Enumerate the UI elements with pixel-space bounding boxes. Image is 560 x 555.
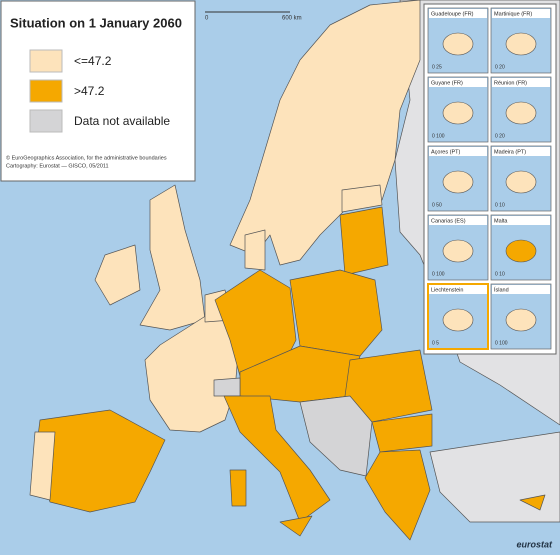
inset-scale: 0 20 <box>495 133 505 139</box>
inset-label: Madeira (PT) <box>494 149 526 155</box>
inset-scale: 0 100 <box>495 340 508 346</box>
romania <box>344 349 433 423</box>
inset-scale: 0 5 <box>432 340 439 346</box>
legend-swatch <box>29 109 63 133</box>
poland <box>289 269 383 357</box>
portugal <box>29 431 56 501</box>
inset-land <box>442 32 474 56</box>
united-kingdom <box>139 184 206 331</box>
legend-label: Data not available <box>74 114 170 128</box>
inset-label-bg <box>429 9 487 18</box>
insets: Guadeloupe (FR) 0 25 Martinique (FR) 0 20 Gu… <box>423 3 557 355</box>
inset-land <box>505 308 537 332</box>
ireland <box>94 244 141 306</box>
inset-land <box>442 170 474 194</box>
scale-bar: 0 600 km <box>205 11 302 22</box>
italy <box>223 395 331 523</box>
sicily <box>279 515 313 537</box>
inset-scale: 0 100 <box>432 133 445 139</box>
estonia <box>341 184 383 213</box>
inset-scale: 0 20 <box>495 64 505 70</box>
denmark <box>244 229 266 271</box>
inset-scale: 0 10 <box>495 202 505 208</box>
legend-label: >47.2 <box>74 84 105 98</box>
credit: © EuroGeographics Association, for the a… <box>6 154 167 161</box>
inset-label: Liechtenstein <box>431 287 463 293</box>
inset-label-bg <box>492 78 550 87</box>
inset-label-bg <box>492 9 550 18</box>
inset-land <box>505 170 537 194</box>
legend-swatch <box>29 49 63 73</box>
inset-label-bg <box>492 147 550 156</box>
credit: Cartography: Eurostat — GISCO, 05/2011 <box>6 163 109 169</box>
inset-land <box>505 239 537 263</box>
logo: eurostat <box>516 539 553 549</box>
cyprus <box>519 494 546 511</box>
inset-land <box>505 101 537 125</box>
inset-label-bg <box>429 147 487 156</box>
inset-label: Guyane (FR) <box>431 80 463 86</box>
legend-label: <=47.2 <box>74 54 112 68</box>
inset-label: Guadeloupe (FR) <box>431 11 474 17</box>
inset-label-bg <box>492 216 550 225</box>
inset-label: Canarias (ES) <box>431 218 466 224</box>
baltics <box>339 206 389 276</box>
inset-scale: 0 100 <box>432 271 445 277</box>
inset-land <box>442 101 474 125</box>
inset-label: Malta <box>494 218 508 224</box>
inset-label: Réunion (FR) <box>494 80 527 86</box>
bulgaria <box>371 413 433 453</box>
inset-land <box>442 308 474 332</box>
inset-label-bg <box>492 285 550 294</box>
inset-label: Ísland <box>494 286 509 293</box>
legend-swatch <box>29 79 63 103</box>
greece <box>364 449 431 541</box>
inset-scale: 0 50 <box>432 202 442 208</box>
inset-land <box>505 32 537 56</box>
scale-end: 600 km <box>282 16 302 22</box>
inset-scale: 0 25 <box>432 64 442 70</box>
inset-label-bg <box>429 78 487 87</box>
inset-frame <box>427 283 489 350</box>
scale-start: 0 <box>205 16 209 22</box>
inset-label-bg <box>429 285 487 294</box>
inset-label-bg <box>429 216 487 225</box>
inset-label: Martinique (FR) <box>494 11 532 17</box>
sardinia <box>229 469 247 507</box>
switzerland <box>213 377 241 397</box>
title: Situation on 1 January 2060 <box>10 15 182 30</box>
inset-scale: 0 10 <box>495 271 505 277</box>
inset-label: Açores (PT) <box>431 149 461 155</box>
inset-land <box>442 239 474 263</box>
legend: <=47.2 >47.2 Data not available <box>29 49 170 133</box>
